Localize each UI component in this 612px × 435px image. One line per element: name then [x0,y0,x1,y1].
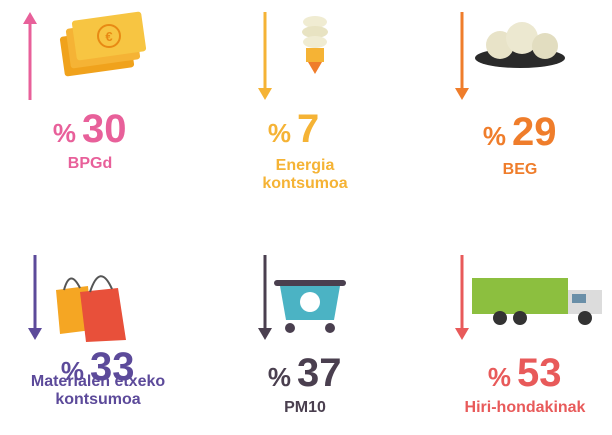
arrow-head [23,12,37,24]
unit: % [268,118,291,148]
bulb-icon [302,16,328,74]
label: BPGd [68,155,112,172]
value: 33 [90,345,135,389]
cloud-icon [475,22,565,68]
unit: % [61,356,84,386]
unit: % [268,362,291,392]
bin-icon [274,280,346,333]
arrow-head [258,88,272,100]
label: Materialen etxeko [31,373,166,390]
arrow-head [28,328,42,340]
truck-icon [472,278,602,325]
label: kontsumoa [55,391,140,408]
label: PM10 [284,399,326,416]
value: 7 [297,107,319,151]
unit: % [483,121,506,151]
bags-icon [56,275,126,342]
unit: % [488,362,511,392]
arrow-head [258,328,272,340]
label: Energia [276,157,335,174]
unit: % [53,118,76,148]
value: 29 [512,110,557,154]
svg-text:€: € [105,29,112,44]
money-icon: € [59,11,147,77]
value: 53 [517,351,562,395]
label: BEG [503,161,538,178]
value: 37 [297,351,342,395]
label: Hiri-hondakinak [465,399,586,416]
value: 30 [82,107,127,151]
label: kontsumoa [262,175,347,192]
arrow-head [455,88,469,100]
arrow-head [455,328,469,340]
